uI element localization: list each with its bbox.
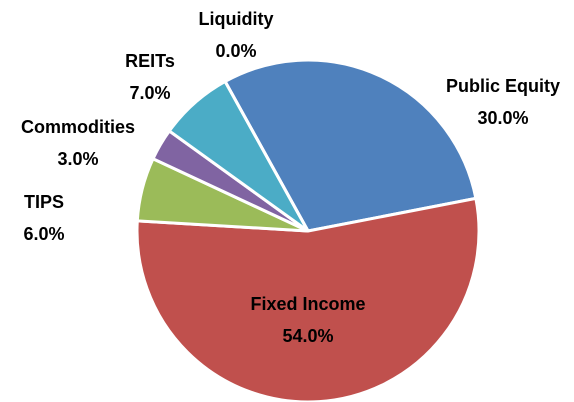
slice-value-label: 7.0% bbox=[129, 83, 170, 103]
slice-label: Commodities bbox=[21, 117, 135, 137]
slice-label: REITs bbox=[125, 51, 175, 71]
slice-value-label: 30.0% bbox=[477, 108, 528, 128]
slice-value-label: 0.0% bbox=[215, 41, 256, 61]
slice-value-label: 54.0% bbox=[282, 326, 333, 346]
slice-value-label: 6.0% bbox=[23, 224, 64, 244]
slice-label: Liquidity bbox=[199, 9, 274, 29]
slice-value-label: 3.0% bbox=[57, 149, 98, 169]
slice-label: TIPS bbox=[24, 192, 64, 212]
pie-slice bbox=[223, 58, 478, 233]
slice-label: Fixed Income bbox=[250, 294, 365, 314]
pie-slice bbox=[223, 80, 310, 232]
slice-label: Public Equity bbox=[446, 76, 560, 96]
